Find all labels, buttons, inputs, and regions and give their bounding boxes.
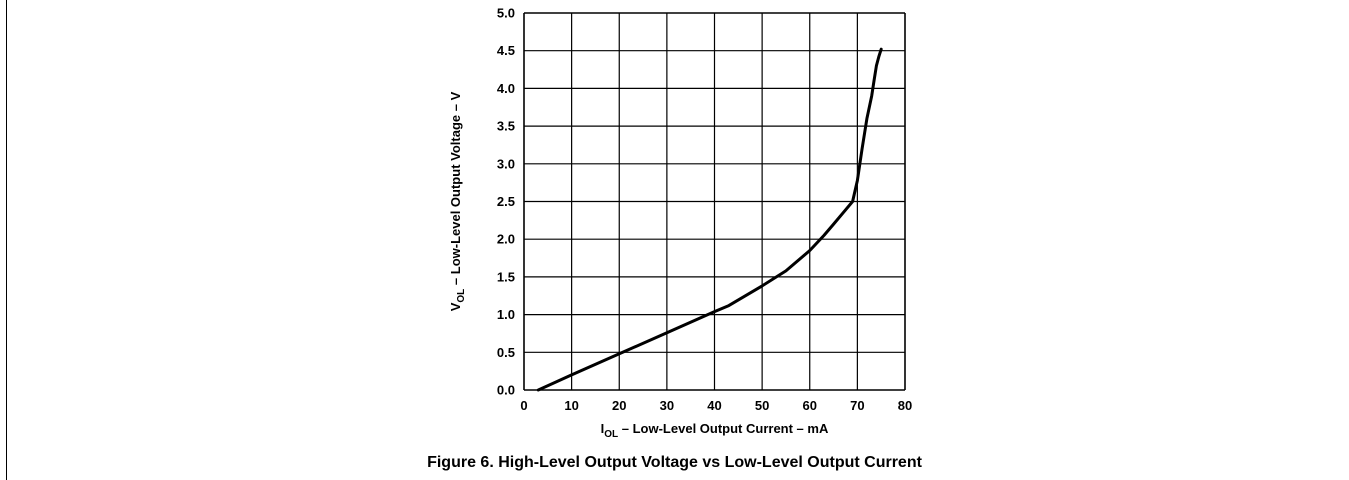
x-tick-label: 70 [850,398,864,413]
y-axis-label-rest: – Low-Level Output Voltage – V [448,91,463,288]
x-tick-label: 60 [803,398,817,413]
figure-caption: Figure 6. High-Level Output Voltage vs L… [427,454,922,471]
y-tick-label: 1.5 [497,269,515,284]
y-tick-labels: 0.0 0.5 1.0 1.5 2.0 2.5 3.0 3.5 4.0 4.5 5.0 [497,6,515,398]
y-tick-label: 2.0 [497,232,515,247]
y-axis-label: VOL – Low-Level Output Voltage – V [448,91,467,311]
y-tick-label: 0.0 [497,383,515,398]
x-axis-label-sub: OL [604,429,618,440]
x-tick-label: 10 [564,398,578,413]
page-margin-rule [6,0,7,480]
y-axis-label-sub: OL [456,289,467,303]
x-axis-label-rest: – Low-Level Output Current – mA [618,421,829,436]
series-line [536,47,883,392]
x-tick-label: 80 [898,398,912,413]
y-tick-label: 4.5 [497,43,515,58]
y-tick-label: 2.5 [497,194,515,209]
y-tick-label: 4.0 [497,81,515,96]
y-tick-label: 3.0 [497,156,515,171]
y-axis-label-main: V [448,302,463,311]
chart: 0.0 0.5 1.0 1.5 2.0 2.5 3.0 3.5 4.0 4.5 5.0 0 10 20 3… [448,6,912,441]
y-tick-label: 3.5 [497,119,515,134]
x-tick-labels: 0 10 20 30 40 50 60 70 80 [520,398,912,413]
x-tick-label: 30 [660,398,674,413]
y-tick-label: 5.0 [497,6,515,21]
x-tick-label: 20 [612,398,626,413]
x-axis-label-main: I [601,421,605,436]
grid [523,12,906,391]
y-tick-label: 0.5 [497,345,515,360]
y-tick-label: 1.0 [497,307,515,322]
x-tick-label: 50 [755,398,769,413]
x-axis-label: IOL – Low-Level Output Current – mA [601,421,829,440]
x-tick-label: 40 [707,398,721,413]
x-tick-label: 0 [520,398,527,413]
